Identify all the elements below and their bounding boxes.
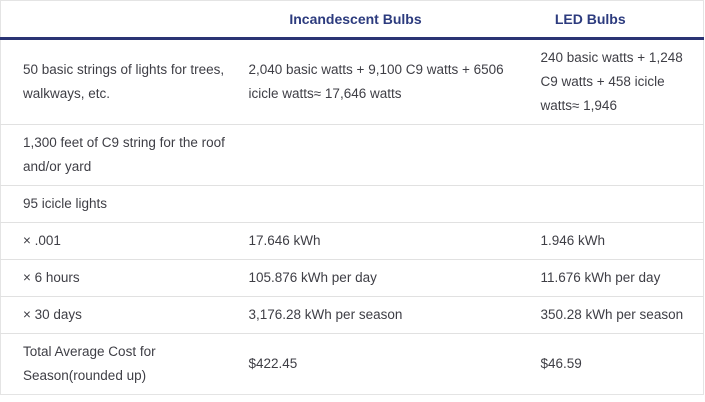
- column-header-incandescent: Incandescent Bulbs: [233, 0, 524, 40]
- led-value-cell: 240 basic watts + 1,248 C9 watts + 458 i…: [523, 38, 704, 125]
- row-label-cell: Total Average Cost for Season(rounded up…: [23, 344, 156, 383]
- row-label-cell: × 6 hours: [0, 259, 234, 297]
- incandescent-value-cell: 3,176.28 kWh per season: [233, 296, 524, 334]
- table-row: 95 icicle lights: [0, 185, 704, 223]
- column-header-led: LED Bulbs: [523, 0, 704, 40]
- incandescent-value-cell: 2,040 basic watts + 9,100 C9 watts + 650…: [233, 38, 524, 125]
- led-value-cell: [523, 124, 704, 186]
- led-value-cell: 350.28 kWh per season: [523, 296, 704, 334]
- row-label-cell: 1,300 feet of C9 string for the roof and…: [0, 124, 234, 186]
- row-label-cell: × 30 days: [0, 296, 234, 334]
- row-label-cell: × .001: [0, 222, 234, 260]
- led-value-cell: 1.946 kWh: [523, 222, 704, 260]
- table-row: × 6 hours 105.876 kWh per day 11.676 kWh…: [0, 259, 704, 297]
- column-header-spacer: [0, 0, 234, 40]
- incandescent-value-cell: $422.45: [248, 356, 298, 371]
- table-row: × 30 days 3,176.28 kWh per season 350.28…: [0, 296, 704, 334]
- incandescent-value-cell: [233, 124, 524, 186]
- table-row: × .001 17.646 kWh 1.946 kWh: [0, 222, 704, 260]
- row-label-cell: 95 icicle lights: [0, 185, 234, 223]
- incandescent-value-cell: [233, 185, 524, 223]
- incandescent-value-cell: 105.876 kWh per day: [233, 259, 524, 297]
- table-row: Total Average Cost for Season(rounded up…: [1, 334, 704, 395]
- incandescent-value-cell: 17.646 kWh: [233, 222, 524, 260]
- table-row: 50 basic strings of lights for trees, wa…: [0, 38, 704, 125]
- header-row: Incandescent Bulbs LED Bulbs: [0, 0, 704, 40]
- led-value-cell: 11.676 kWh per day: [523, 259, 704, 297]
- table-row: 1,300 feet of C9 string for the roof and…: [0, 124, 704, 186]
- led-value-cell: $46.59: [540, 356, 582, 371]
- row-label-cell: 50 basic strings of lights for trees, wa…: [0, 38, 234, 125]
- led-value-cell: [523, 185, 704, 223]
